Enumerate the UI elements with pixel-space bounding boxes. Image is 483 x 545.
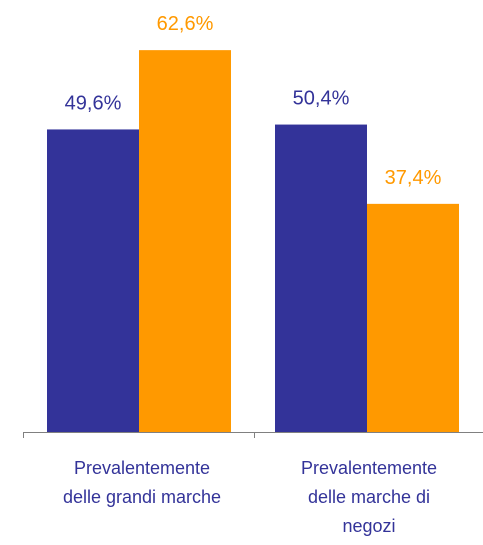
x-tick-label-cat1-line2: delle grandi marche xyxy=(63,487,221,507)
bar-series1-cat1 xyxy=(47,129,139,432)
bar-series1-cat2 xyxy=(275,124,367,432)
bar-series2-cat2 xyxy=(367,203,459,432)
bar-series2-cat1 xyxy=(139,50,231,432)
data-label-series2-cat1: 62,6% xyxy=(157,13,214,35)
x-axis xyxy=(23,432,483,438)
value-labels-group: 49,6% 50,4% 62,6% 37,4% xyxy=(65,13,442,189)
x-tick-label-cat2-line1: Prevalentemente xyxy=(301,458,437,478)
data-label-series1-cat2: 50,4% xyxy=(293,88,350,110)
data-label-series1-cat1: 49,6% xyxy=(65,92,122,114)
x-tick-labels: Prevalentemente delle grandi marche Preval… xyxy=(63,458,437,536)
bars-group xyxy=(47,50,459,432)
x-tick-label-cat1-line1: Prevalentemente xyxy=(74,458,210,478)
data-label-series2-cat2: 37,4% xyxy=(385,167,442,189)
x-tick-label-cat2-line2: delle marche di xyxy=(308,487,430,507)
x-tick-label-cat2-line3: negozi xyxy=(342,516,395,536)
